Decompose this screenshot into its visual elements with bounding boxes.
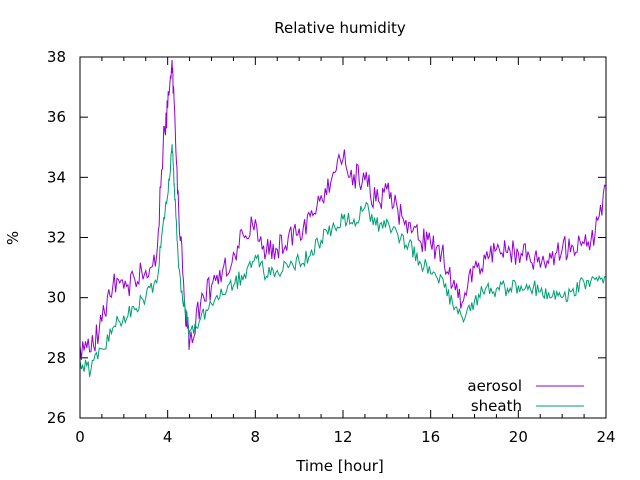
y-tick-label: 26 — [47, 409, 66, 427]
x-axis-label: Time [hour] — [295, 457, 384, 475]
x-tick-label: 20 — [509, 428, 528, 446]
y-tick-label: 36 — [47, 108, 66, 126]
y-tick-label: 30 — [47, 289, 66, 307]
y-tick-label: 34 — [47, 168, 66, 186]
legend-label-sheath: sheath — [471, 397, 522, 415]
series-line-aerosol — [80, 59, 606, 360]
y-tick-label: 32 — [47, 229, 66, 247]
y-tick-label: 28 — [47, 349, 66, 367]
plot-lines — [80, 59, 606, 377]
chart-title: Relative humidity — [274, 19, 406, 37]
x-tick-label: 24 — [596, 428, 615, 446]
ticks-group: 0 4 8 12 16 20 24 26 28 30 32 34 36 38 — [47, 48, 616, 446]
x-tick-label: 16 — [421, 428, 440, 446]
x-tick-label: 4 — [163, 428, 173, 446]
plot-frame — [79, 56, 607, 419]
x-tick-label: 8 — [251, 428, 261, 446]
legend-label-aerosol: aerosol — [467, 377, 522, 395]
y-axis-label: % — [4, 231, 22, 245]
y-tick-label: 38 — [47, 48, 66, 66]
x-tick-label: 12 — [333, 428, 352, 446]
legend: aerosol sheath — [467, 377, 584, 415]
series-line-sheath — [80, 144, 606, 377]
x-tick-label: 0 — [75, 428, 85, 446]
